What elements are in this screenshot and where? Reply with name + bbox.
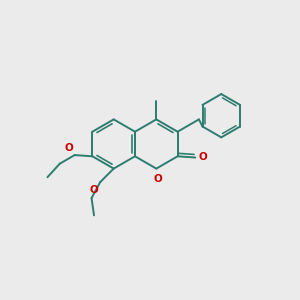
Text: O: O (153, 174, 162, 184)
Text: O: O (199, 152, 208, 162)
Text: O: O (64, 143, 73, 153)
Text: O: O (90, 184, 99, 194)
